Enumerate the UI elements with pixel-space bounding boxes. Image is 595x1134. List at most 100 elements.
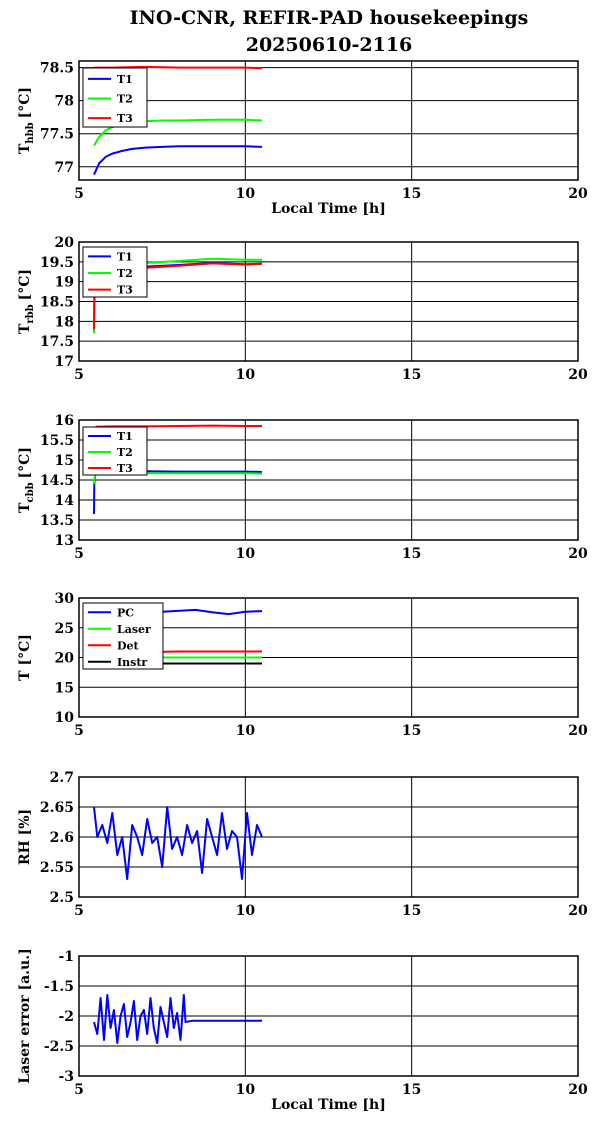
- y-tick-label: -2: [58, 1009, 74, 1025]
- y-tick-label: 30: [55, 591, 75, 607]
- figure-title-line2: 20250610-2116: [246, 34, 413, 56]
- legend-label: T2: [117, 93, 133, 106]
- y-tick-label: 18.5: [40, 295, 74, 311]
- legend-label: T1: [117, 430, 133, 443]
- legend-label: T3: [117, 462, 133, 475]
- legend-label: Det: [117, 639, 140, 652]
- y-tick-label: 77.5: [40, 127, 74, 143]
- chart-panel-6: -3 -2.5 -2 -1.5 -1 5 10 15 20 Local Time [h] Laser…: [17, 948, 588, 1113]
- legend: PC Laser Det Instr: [82, 602, 164, 670]
- y-tick-label: 2.65: [40, 800, 74, 816]
- y-tick-label: 15: [55, 453, 74, 469]
- x-tick-label: 5: [74, 367, 84, 383]
- figure-title-line1: INO-CNR, REFIR-PAD housekeepings: [130, 7, 529, 29]
- x-tick-label: 5: [74, 186, 84, 202]
- x-tick-label: 20: [568, 367, 588, 383]
- series-line-t1: [93, 470, 263, 515]
- series-group: [93, 806, 263, 880]
- y-label-main: RH [%]: [17, 809, 33, 865]
- y-tick-label: 14.5: [40, 473, 74, 489]
- y-axis-label: RH [%]: [17, 809, 33, 865]
- x-tick-label: 15: [402, 186, 421, 202]
- y-label-sub: hbb: [25, 122, 36, 143]
- legend: T1 T2 T3: [82, 246, 148, 298]
- y-tick-label: 17.5: [40, 334, 74, 350]
- y-tick-label: 15.5: [40, 433, 74, 449]
- y-axis-label: Tcbb [°C]: [17, 447, 36, 513]
- y-tick-label: 17: [55, 354, 74, 370]
- y-label-sub: cbb: [25, 482, 36, 502]
- legend-label: Laser: [117, 623, 151, 636]
- legend-label: T2: [117, 446, 133, 459]
- y-tick-label: 19: [55, 275, 74, 291]
- y-tick-label: -3: [58, 1069, 74, 1085]
- axes-frame: [78, 597, 579, 718]
- y-tick-label: 20: [55, 651, 75, 667]
- legend-box: [82, 602, 164, 670]
- y-tick-label: 2.55: [40, 860, 74, 876]
- series-line-data: [93, 806, 263, 880]
- y-label-main: T: [17, 143, 33, 154]
- x-tick-label: 10: [236, 903, 256, 919]
- legend-label: T2: [117, 267, 133, 280]
- legend-label: Instr: [117, 656, 147, 669]
- x-tick-label: 10: [236, 1082, 256, 1098]
- y-tick-label: 13.5: [40, 513, 74, 529]
- x-tick-label: 5: [74, 546, 84, 562]
- y-label-unit: [°C]: [17, 87, 33, 118]
- legend: T1 T2 T3: [82, 67, 148, 128]
- y-tick-label: 20: [55, 235, 75, 251]
- y-tick-label: 10: [55, 710, 75, 726]
- legend-label: T3: [117, 112, 133, 125]
- y-tick-label: 19.5: [40, 255, 74, 271]
- x-tick-label: 10: [236, 367, 256, 383]
- x-tick-label: 20: [568, 186, 588, 202]
- legend: T1 T2 T3: [82, 426, 148, 476]
- x-tick-label: 10: [236, 546, 256, 562]
- chart-panel-5: 2.5 2.55 2.6 2.65 2.7 5 10 15 20 RH [%]: [17, 770, 588, 919]
- y-label-unit: [°C]: [17, 447, 33, 478]
- y-label-main: T: [17, 502, 33, 513]
- y-tick-label: 14: [55, 493, 75, 509]
- x-tick-label: 20: [568, 723, 588, 739]
- y-tick-label: -2.5: [44, 1039, 74, 1055]
- series-line-t1: [93, 145, 263, 176]
- y-tick-label: 18: [55, 314, 74, 330]
- axes-frame: [78, 955, 579, 1077]
- y-tick-label: 2.5: [50, 890, 74, 906]
- y-tick-label: 15: [55, 680, 74, 696]
- x-tick-label: 15: [402, 723, 421, 739]
- axes-frame: [78, 241, 579, 362]
- x-tick-label: 10: [236, 723, 256, 739]
- y-tick-label: -1.5: [44, 979, 74, 995]
- axes-frame: [78, 776, 579, 898]
- x-tick-label: 10: [236, 186, 256, 202]
- legend-label: T1: [117, 250, 133, 263]
- y-tick-label: 2.7: [50, 770, 74, 786]
- x-axis-label: Local Time [h]: [271, 1097, 386, 1113]
- y-tick-label: 78: [55, 94, 74, 110]
- x-tick-label: 20: [568, 1082, 588, 1098]
- x-tick-label: 15: [402, 903, 421, 919]
- x-tick-label: 20: [568, 546, 588, 562]
- x-tick-label: 5: [74, 723, 84, 739]
- legend-label: PC: [117, 606, 134, 619]
- y-tick-label: 25: [55, 621, 74, 637]
- y-axis-label: Trbb [°C]: [17, 269, 36, 334]
- y-tick-label: 78.5: [40, 61, 74, 77]
- y-axis-label: Laser error [a.u.]: [17, 948, 33, 1083]
- x-tick-label: 15: [402, 546, 421, 562]
- axes-frame: [78, 419, 579, 541]
- series-group: [93, 994, 262, 1044]
- x-axis-label: Local Time [h]: [271, 201, 386, 217]
- y-tick-label: 13: [55, 533, 74, 549]
- y-tick-label: -1: [58, 949, 74, 965]
- y-label-main: Laser error [a.u.]: [17, 948, 33, 1083]
- y-label-unit: [°C]: [17, 269, 33, 300]
- y-label-main: T: [17, 323, 33, 334]
